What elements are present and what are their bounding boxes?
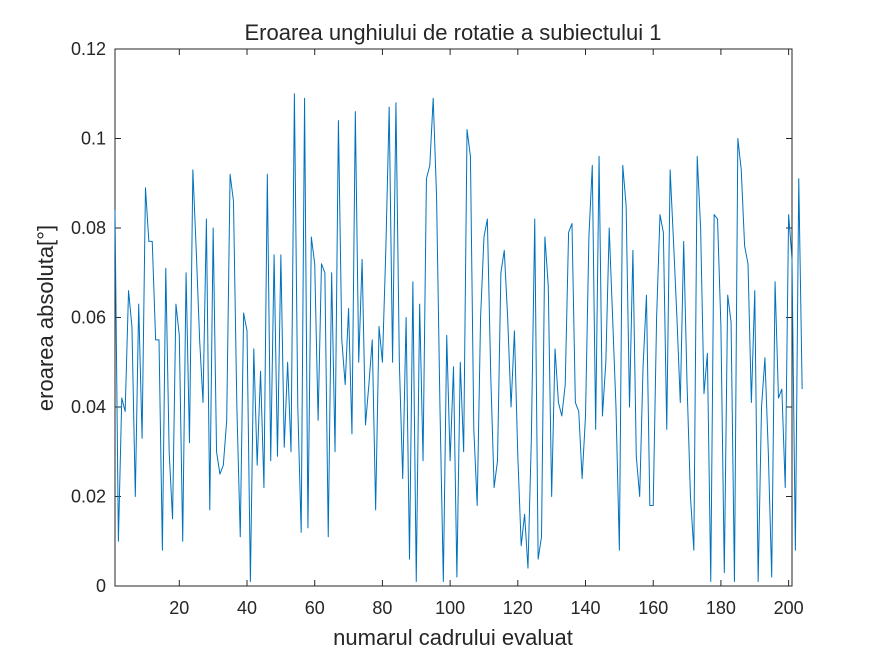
x-tick-label: 200: [774, 598, 804, 618]
y-tick-label: 0.06: [71, 308, 106, 328]
series-line: [114, 93, 803, 583]
x-tick-label: 40: [237, 598, 257, 618]
y-tick-label: 0: [96, 576, 106, 596]
x-tick-label: 120: [503, 598, 533, 618]
y-tick-label: 0.12: [71, 39, 106, 59]
series-layer: [114, 93, 803, 583]
y-axis-label: eroarea absoluta[°]: [33, 225, 58, 411]
x-tick-label: 140: [570, 598, 600, 618]
x-tick-label: 80: [372, 598, 392, 618]
x-tick-label: 20: [169, 598, 189, 618]
x-tick-label: 180: [706, 598, 736, 618]
plot-area-box: [114, 48, 793, 587]
x-tick-label: 60: [305, 598, 325, 618]
x-tick-label: 100: [435, 598, 465, 618]
chart-title: Eroarea unghiului de rotatie a subiectul…: [244, 20, 661, 45]
y-tick-label: 0.04: [71, 397, 106, 417]
x-tick-label: 160: [638, 598, 668, 618]
y-tick-label: 0.02: [71, 487, 106, 507]
y-tick-label: 0.08: [71, 218, 106, 238]
x-axis-label: numarul cadrului evaluat: [333, 625, 573, 650]
y-tick-label: 0.1: [81, 129, 106, 149]
